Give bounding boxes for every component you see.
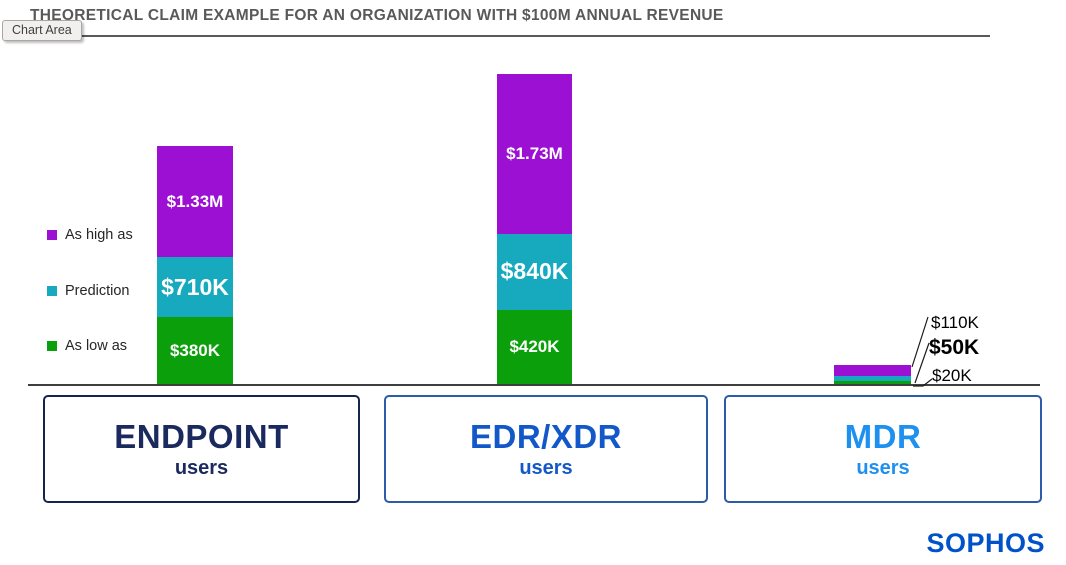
legend-swatch-prediction-icon xyxy=(47,286,57,296)
data-label: $1.73M xyxy=(506,144,563,164)
bar-mdr-segment-as-low-as[interactable] xyxy=(834,381,911,385)
chart-area-tooltip: Chart Area xyxy=(2,20,82,41)
x-axis-line[interactable] xyxy=(28,384,1040,386)
bar-edr-xdr-segment-as-high-as[interactable]: $1.73M xyxy=(497,74,572,235)
legend-label: As low as xyxy=(65,338,128,354)
category-subtitle: users xyxy=(856,457,910,480)
legend-item-prediction[interactable]: Prediction xyxy=(47,283,129,299)
title-underline xyxy=(8,35,990,37)
mdr-callout-as-high-as[interactable]: $110K xyxy=(931,313,979,332)
legend-label: Prediction xyxy=(65,283,130,299)
mdr-callout-prediction[interactable]: $50K xyxy=(929,336,980,359)
category-subtitle: users xyxy=(174,457,229,480)
legend-item-as-high-as[interactable]: As high as xyxy=(47,227,133,243)
sophos-logo[interactable]: SOPHOS xyxy=(926,528,1045,558)
bar-endpoint-segment-prediction[interactable]: $710K xyxy=(157,257,233,317)
bar-endpoint-segment-as-high-as[interactable]: $1.33M xyxy=(157,146,233,258)
data-label: $710K xyxy=(161,273,229,300)
category-box-mdr[interactable]: MDR users xyxy=(724,395,1042,503)
mdr-callout-as-low-as[interactable]: $20K xyxy=(932,366,972,385)
bar-edr-xdr-segment-prediction[interactable]: $840K xyxy=(497,234,572,310)
data-label: $1.33M xyxy=(166,191,224,211)
chart-title[interactable]: THEORETICAL CLAIM EXAMPLE FOR AN ORGANIZ… xyxy=(30,7,724,24)
bar-mdr[interactable] xyxy=(834,365,911,385)
category-subtitle: users xyxy=(519,457,573,480)
bar-edr-xdr[interactable]: $1.73M $840K $420K xyxy=(497,74,572,385)
category-title: MDR xyxy=(844,417,922,455)
legend-swatch-as-high-as-icon xyxy=(47,230,57,240)
bar-endpoint-segment-as-low-as[interactable]: $380K xyxy=(157,316,233,385)
category-box-edr-xdr[interactable]: EDR/XDR users xyxy=(384,395,708,503)
legend-item-as-low-as[interactable]: As low as xyxy=(47,338,127,354)
bar-mdr-segment-as-high-as[interactable] xyxy=(834,365,911,376)
data-label: $380K xyxy=(169,340,221,360)
bar-endpoint[interactable]: $1.33M $710K $380K xyxy=(157,146,233,385)
data-label: $840K xyxy=(500,258,569,285)
bar-edr-xdr-segment-as-low-as[interactable]: $420K xyxy=(497,309,572,385)
category-title: EDR/XDR xyxy=(469,417,623,455)
category-title: ENDPOINT xyxy=(114,417,289,455)
legend-swatch-as-low-as-icon xyxy=(47,341,57,351)
legend-label: As high as xyxy=(65,227,133,243)
bar-mdr-segment-prediction[interactable] xyxy=(834,376,911,382)
data-label: $420K xyxy=(509,337,560,357)
category-box-endpoint[interactable]: ENDPOINT users xyxy=(43,395,360,503)
